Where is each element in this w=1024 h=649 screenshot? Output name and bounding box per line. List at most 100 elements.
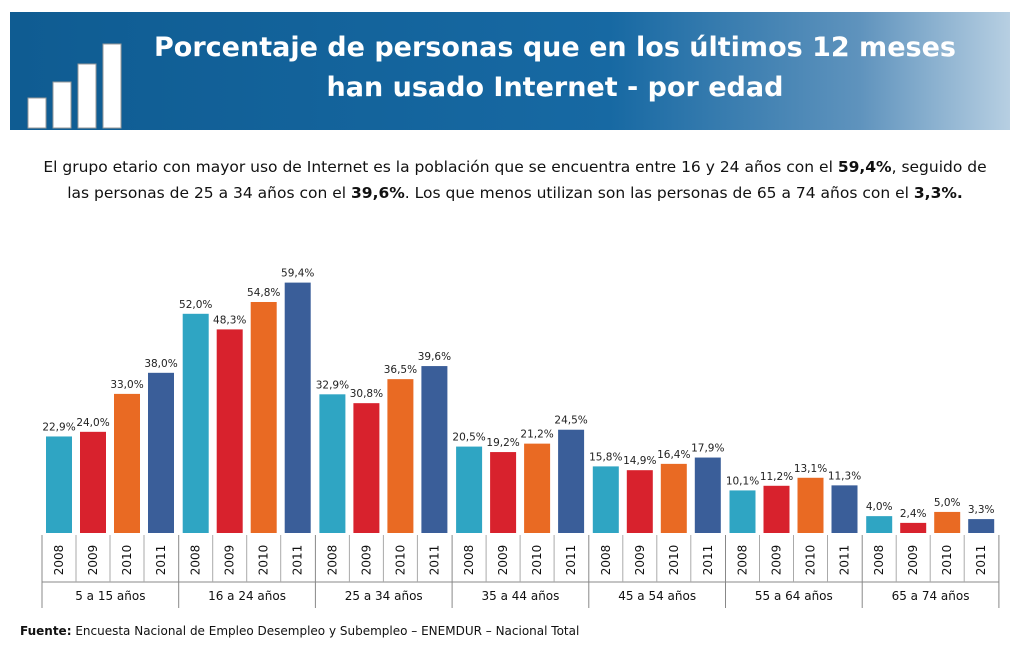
bar — [763, 485, 790, 533]
year-label: 2010 — [804, 545, 818, 576]
bar — [694, 457, 721, 533]
source-text: Encuesta Nacional de Empleo Desempleo y … — [75, 624, 580, 638]
bar — [729, 490, 756, 533]
value-label: 30,8% — [350, 388, 383, 400]
highlight: 59,4% — [837, 158, 892, 176]
year-label: 2008 — [462, 545, 476, 576]
value-label: 20,5% — [452, 432, 485, 444]
year-label: 2009 — [906, 545, 920, 576]
bar — [900, 522, 927, 533]
value-label: 48,3% — [213, 314, 246, 326]
value-label: 24,0% — [76, 417, 109, 429]
year-label: 2011 — [701, 545, 715, 576]
year-label: 2009 — [633, 545, 647, 576]
year-label: 2011 — [564, 545, 578, 576]
year-label: 2010 — [667, 545, 681, 576]
bar — [148, 372, 174, 533]
value-label: 22,9% — [42, 421, 75, 433]
bar — [216, 329, 243, 533]
year-label: 2008 — [189, 545, 203, 576]
bar — [524, 443, 551, 533]
title-line: Porcentaje de personas que en los último… — [154, 32, 956, 63]
bar — [558, 429, 585, 533]
bar — [456, 446, 483, 533]
year-label: 2009 — [496, 545, 510, 576]
description-text: las personas de 25 a 34 años con el — [67, 184, 352, 202]
year-label: 2011 — [291, 545, 305, 576]
year-label: 2008 — [52, 545, 66, 576]
value-label: 10,1% — [726, 475, 759, 487]
banner — [10, 12, 1010, 130]
bar — [250, 301, 277, 533]
year-label: 2010 — [257, 545, 271, 576]
value-label: 52,0% — [179, 299, 212, 311]
description-line: las personas de 25 a 34 años con el 39,6… — [20, 180, 1010, 206]
value-label: 24,5% — [554, 415, 587, 427]
bar — [114, 393, 140, 533]
year-label: 2010 — [120, 545, 134, 576]
bar — [387, 379, 414, 533]
value-label: 36,5% — [384, 364, 417, 376]
bar — [421, 366, 448, 533]
year-label: 2011 — [838, 545, 852, 576]
year-label: 2009 — [770, 545, 784, 576]
category-label: 5 a 15 años — [75, 589, 145, 603]
bar — [46, 436, 72, 533]
description: El grupo etario con mayor uso de Interne… — [20, 154, 1010, 206]
chart-title: Porcentaje de personas que en los último… — [130, 28, 980, 108]
category-label: 35 a 44 años — [482, 589, 560, 603]
year-label: 2011 — [974, 545, 988, 576]
category-label: 45 a 54 años — [618, 589, 696, 603]
bar — [592, 466, 619, 533]
category-label: 25 a 34 años — [345, 589, 423, 603]
value-label: 5,0% — [934, 497, 961, 509]
value-label: 2,4% — [900, 508, 927, 520]
value-label: 4,0% — [866, 501, 893, 513]
year-label: 2010 — [940, 545, 954, 576]
value-label: 13,1% — [794, 463, 827, 475]
value-label: 11,2% — [760, 471, 793, 483]
highlight: 3,3%. — [913, 184, 963, 202]
value-label: 19,2% — [486, 437, 519, 449]
value-label: 59,4% — [281, 268, 314, 280]
value-label: 3,3% — [968, 504, 995, 516]
year-label: 2008 — [599, 545, 613, 576]
value-label: 17,9% — [691, 443, 724, 455]
bar — [934, 511, 961, 533]
highlight: 39,6% — [351, 184, 405, 202]
bar-icon — [27, 43, 122, 129]
title-line: han usado Internet - por edad — [326, 72, 784, 103]
description-text: El grupo etario con mayor uso de Interne… — [43, 158, 838, 176]
bar — [490, 452, 517, 533]
bar — [660, 463, 687, 533]
value-label: 33,0% — [110, 379, 143, 391]
value-label: 54,8% — [247, 287, 280, 299]
year-label: 2009 — [86, 545, 100, 576]
year-label: 2011 — [427, 545, 441, 576]
bar — [831, 485, 858, 533]
value-label: 11,3% — [828, 470, 861, 482]
value-label: 39,6% — [418, 351, 451, 363]
year-label: 2009 — [223, 545, 237, 576]
value-label: 38,0% — [144, 358, 177, 370]
bar — [80, 431, 106, 533]
value-label: 15,8% — [589, 451, 622, 463]
description-text: . Los que menos utilizan son las persona… — [404, 184, 914, 202]
category-label: 16 a 24 años — [208, 589, 286, 603]
year-label: 2008 — [736, 545, 750, 576]
bar — [319, 394, 346, 533]
value-label: 14,9% — [623, 455, 656, 467]
description-text: , seguido de — [891, 158, 987, 176]
value-label: 16,4% — [657, 449, 690, 461]
year-label: 2008 — [872, 545, 886, 576]
value-label: 21,2% — [520, 429, 553, 441]
source-label: Fuente: — [20, 624, 72, 638]
bar — [353, 403, 380, 533]
value-label: 32,9% — [316, 379, 349, 391]
year-label: 2008 — [325, 545, 339, 576]
bar — [284, 282, 311, 533]
description-line: El grupo etario con mayor uso de Interne… — [20, 154, 1010, 180]
bar — [797, 477, 824, 533]
